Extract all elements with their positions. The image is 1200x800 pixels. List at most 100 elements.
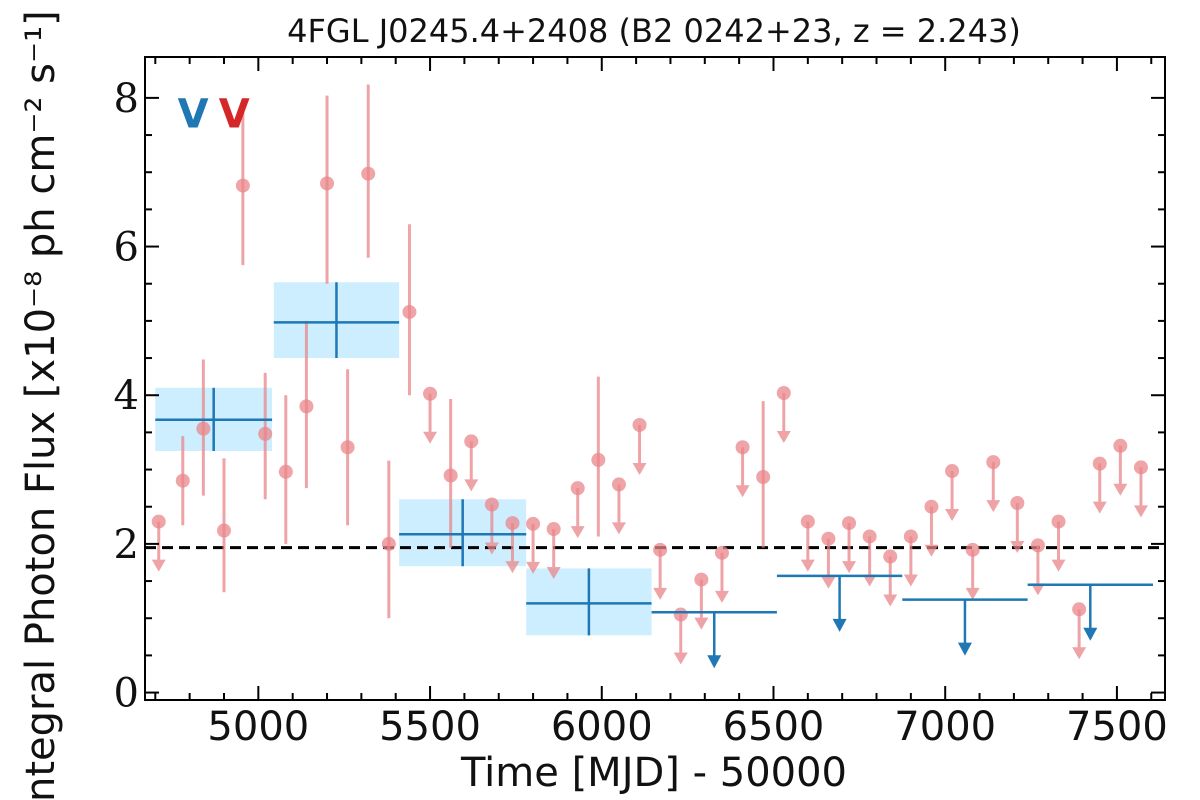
- y-tick-label-0: 0: [114, 671, 139, 717]
- short-bin-upper-limit-point-7: [570, 481, 585, 496]
- short-bin-upper-limit-point-20: [883, 549, 898, 564]
- short-bin-upper-limit-1-head: [423, 431, 438, 444]
- short-bin-upper-limit-11: [673, 614, 688, 665]
- short-bin-upper-limit-26: [1010, 503, 1025, 554]
- short-bin-point-14: [756, 469, 771, 484]
- short-bin-upper-limit-31-head: [1113, 483, 1128, 496]
- short-bin-upper-limit-32: [1133, 467, 1148, 518]
- short-bin-upper-limit-5-head: [526, 561, 541, 574]
- short-bin-upper-limit-9-head: [632, 462, 647, 475]
- short-bin-upper-limit-10-head: [653, 587, 668, 600]
- x-tick-label-6500: 6500: [723, 704, 825, 750]
- short-bin-upper-limit-point-10: [653, 542, 668, 557]
- short-bin-upper-limit-point-27: [1030, 538, 1045, 553]
- short-bin-point-0: [175, 473, 190, 488]
- short-bin-upper-limit-point-3: [484, 497, 499, 512]
- chart-title: 4FGL J0245.4+2408 (B2 0242+23, z = 2.243…: [287, 12, 1021, 50]
- short-bin-point-3: [235, 178, 250, 193]
- short-bin-point-6: [299, 399, 314, 414]
- short-bin-upper-limit-6-head: [546, 567, 561, 580]
- short-bin-upper-limit-28-head: [1051, 559, 1066, 572]
- short-bin-upper-limit-19: [862, 536, 877, 587]
- short-bin-upper-limit-4-head: [505, 561, 520, 574]
- short-bin-upper-limit-23: [945, 471, 960, 522]
- short-bin-upper-limit-7-head: [570, 526, 585, 539]
- short-bin-point-12: [443, 468, 458, 483]
- short-bin-upper-limit-30-head: [1092, 501, 1107, 514]
- short-bin-upper-limit-point-9: [632, 417, 647, 432]
- short-bin-upper-limit-25-head: [986, 500, 1001, 513]
- x-tick-label-6000: 6000: [551, 704, 653, 750]
- short-bin-point-7: [320, 176, 335, 191]
- short-bin-point-8: [340, 440, 355, 455]
- short-bin-upper-limit-point-28: [1051, 514, 1066, 529]
- short-bin-upper-limit-18-head: [842, 561, 857, 574]
- short-bin-upper-limit-26-head: [1010, 541, 1025, 554]
- short-bin-upper-limit-24: [965, 549, 980, 600]
- short-bin-upper-limit-point-31: [1113, 438, 1128, 453]
- short-bin-point-9: [361, 166, 376, 181]
- short-bin-upper-limit-point-26: [1010, 496, 1025, 511]
- short-bin-upper-limit-27-head: [1030, 583, 1045, 596]
- short-bin-upper-limit-point-24: [965, 542, 980, 557]
- long-bin-upper-limit-3: [1083, 584, 1098, 641]
- long-bin-upper-limit-2: [957, 599, 972, 656]
- short-bin-upper-limit-point-16: [800, 514, 815, 529]
- x-tick-label-5500: 5500: [379, 704, 481, 750]
- short-bin-upper-limit-9: [632, 424, 647, 475]
- short-bin-upper-limit-21-head: [903, 574, 918, 587]
- short-bin-upper-limit-3-head: [484, 542, 499, 555]
- short-bin-upper-limit-22: [924, 506, 939, 557]
- short-bin-upper-limit-24-head: [965, 587, 980, 600]
- short-bin-upper-limit-0-head: [151, 559, 166, 572]
- short-bin-upper-limit-29-head: [1072, 647, 1087, 660]
- y-tick-label-8: 8: [114, 76, 139, 122]
- long-bin-upper-limit-1-head: [832, 618, 847, 632]
- short-bin-upper-limit-point-15: [776, 385, 791, 400]
- short-bin-upper-limit-point-11: [673, 607, 688, 622]
- y-tick-label-4: 4: [114, 373, 139, 419]
- short-bin-upper-limit-point-18: [842, 516, 857, 531]
- short-bin-upper-limit-31: [1113, 445, 1128, 496]
- long-bin-upper-limit-2-head: [957, 642, 972, 656]
- short-bin-upper-limit-8: [611, 484, 626, 535]
- short-bin-upper-limit-32-head: [1133, 505, 1148, 518]
- short-bin-upper-limit-12-head: [694, 617, 709, 630]
- long-bin-upper-limit-3-head: [1083, 627, 1098, 641]
- y-tick-label-6: 6: [114, 225, 139, 271]
- short-bin-upper-limit-point-14: [735, 440, 750, 455]
- short-bin-upper-limit-point-12: [694, 572, 709, 587]
- short-bin-upper-limit-16-head: [800, 559, 815, 572]
- y-tick-label-2: 2: [114, 522, 139, 568]
- short-bin-upper-limit-point-6: [546, 522, 561, 537]
- short-bin-upper-limit-11-head: [673, 652, 688, 665]
- short-bin-upper-limit-point-1: [423, 386, 438, 401]
- short-bin-upper-limit-19-head: [862, 574, 877, 587]
- short-bin-point-13: [591, 452, 606, 467]
- short-bin-upper-limit-25: [986, 462, 1001, 513]
- short-bin-upper-limit-point-0: [151, 514, 166, 529]
- short-bin-upper-limit-14: [735, 447, 750, 498]
- short-bin-upper-limit-15: [776, 392, 791, 443]
- short-bin-upper-limit-2-head: [464, 479, 479, 492]
- short-bin-point-10: [381, 536, 396, 551]
- short-bin-upper-limit-13: [714, 552, 729, 603]
- short-bin-upper-limit-12: [694, 579, 709, 630]
- short-bin-upper-limit-8-head: [611, 522, 626, 535]
- short-bin-upper-limit-29: [1072, 609, 1087, 660]
- short-bin-upper-limit-7: [570, 488, 585, 539]
- short-bin-upper-limit-27: [1030, 545, 1045, 596]
- x-axis-label: Time [MJD] - 50000: [460, 750, 847, 796]
- short-bin-upper-limit-22-head: [924, 544, 939, 557]
- short-bin-point-4: [258, 426, 273, 441]
- short-bin-upper-limit-point-17: [821, 531, 836, 546]
- y-axis-label: Integral Photon Flux [x10⁻⁸ ph cm⁻² s⁻¹]: [18, 10, 64, 800]
- short-bin-upper-limit-14-head: [735, 485, 750, 498]
- short-bin-upper-limit-20-head: [883, 594, 898, 607]
- short-bin-upper-limit-point-8: [611, 477, 626, 492]
- short-bin-upper-limit-point-32: [1133, 460, 1148, 475]
- short-bin-upper-limit-point-4: [505, 516, 520, 531]
- long-bin-upper-limit-0-head: [707, 655, 722, 669]
